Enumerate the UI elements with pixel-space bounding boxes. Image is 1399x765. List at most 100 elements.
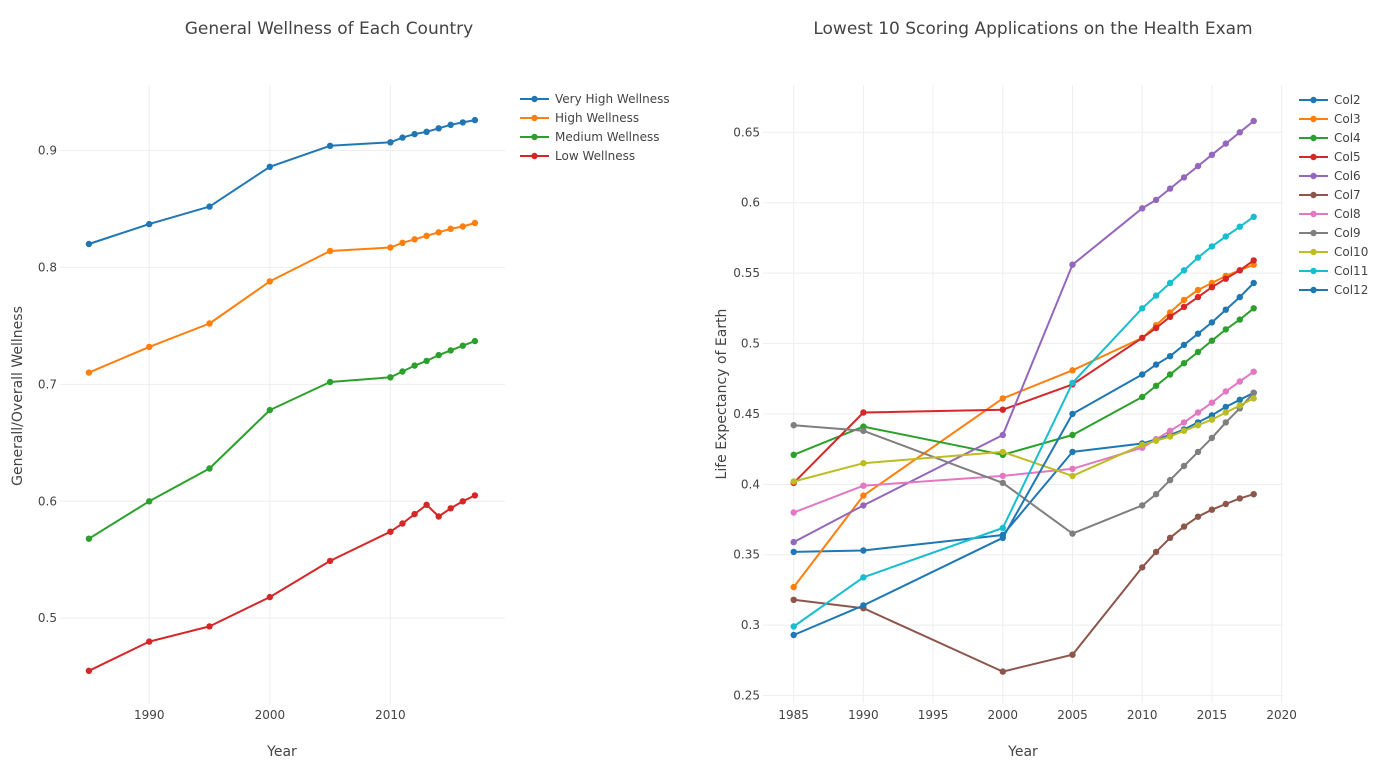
- data-point[interactable]: [1069, 465, 1076, 472]
- data-point[interactable]: [387, 528, 394, 535]
- data-point[interactable]: [790, 596, 797, 603]
- data-point[interactable]: [471, 337, 479, 345]
- data-point[interactable]: [1069, 367, 1076, 374]
- data-point[interactable]: [1250, 213, 1257, 220]
- data-point[interactable]: [447, 347, 454, 354]
- data-point[interactable]: [1194, 422, 1202, 429]
- data-point[interactable]: [999, 406, 1006, 413]
- data-point[interactable]: [1152, 382, 1160, 389]
- data-point[interactable]: [399, 239, 406, 246]
- data-point[interactable]: [999, 448, 1006, 456]
- data-point[interactable]: [1139, 393, 1146, 401]
- data-point[interactable]: [146, 220, 153, 228]
- data-point[interactable]: [1222, 326, 1230, 333]
- data-point[interactable]: [411, 510, 418, 518]
- data-point[interactable]: [1208, 319, 1216, 326]
- data-point[interactable]: [790, 509, 797, 516]
- data-point[interactable]: [1166, 313, 1174, 320]
- data-point[interactable]: [399, 520, 406, 527]
- legend-item[interactable]: Col9: [1299, 226, 1361, 240]
- data-point[interactable]: [1236, 129, 1244, 136]
- data-point[interactable]: [1194, 286, 1202, 294]
- data-point[interactable]: [459, 342, 466, 349]
- data-point[interactable]: [1208, 506, 1216, 513]
- data-point[interactable]: [1222, 275, 1230, 282]
- legend-item[interactable]: Col3: [1299, 112, 1361, 126]
- data-point[interactable]: [1139, 564, 1146, 571]
- data-point[interactable]: [85, 535, 93, 542]
- legend-item[interactable]: Col5: [1299, 150, 1361, 164]
- data-point[interactable]: [1236, 267, 1244, 274]
- data-point[interactable]: [423, 232, 430, 239]
- data-point[interactable]: [1180, 360, 1188, 367]
- data-point[interactable]: [447, 225, 454, 232]
- data-point[interactable]: [387, 139, 394, 146]
- legend-item[interactable]: Very High Wellness: [520, 92, 670, 106]
- data-point[interactable]: [790, 451, 797, 458]
- data-point[interactable]: [435, 229, 442, 236]
- data-point[interactable]: [860, 482, 867, 489]
- data-point[interactable]: [1222, 140, 1230, 147]
- data-point[interactable]: [1180, 523, 1188, 530]
- data-point[interactable]: [471, 219, 479, 227]
- data-point[interactable]: [1180, 419, 1188, 426]
- data-point[interactable]: [1222, 306, 1230, 313]
- data-point[interactable]: [1152, 548, 1160, 556]
- data-point[interactable]: [1222, 403, 1230, 411]
- data-point[interactable]: [1180, 303, 1188, 311]
- data-point[interactable]: [1069, 431, 1076, 439]
- data-point[interactable]: [1222, 388, 1230, 395]
- data-point[interactable]: [1069, 472, 1076, 480]
- legend-item[interactable]: Col4: [1299, 131, 1361, 145]
- data-point[interactable]: [1194, 409, 1202, 416]
- data-point[interactable]: [790, 422, 797, 429]
- data-point[interactable]: [1139, 502, 1146, 509]
- data-point[interactable]: [1222, 409, 1230, 416]
- data-point[interactable]: [423, 128, 430, 135]
- data-point[interactable]: [790, 548, 797, 556]
- legend-item[interactable]: Col11: [1299, 264, 1368, 278]
- data-point[interactable]: [146, 343, 153, 351]
- data-point[interactable]: [471, 116, 479, 124]
- data-point[interactable]: [326, 557, 334, 565]
- data-point[interactable]: [471, 492, 479, 499]
- data-point[interactable]: [1180, 267, 1188, 274]
- data-point[interactable]: [1069, 261, 1076, 268]
- data-point[interactable]: [206, 623, 213, 630]
- data-point[interactable]: [790, 478, 797, 485]
- data-point[interactable]: [1194, 448, 1202, 456]
- data-point[interactable]: [447, 505, 454, 512]
- data-point[interactable]: [999, 431, 1006, 439]
- data-point[interactable]: [999, 668, 1006, 675]
- data-point[interactable]: [1250, 257, 1257, 264]
- data-point[interactable]: [1250, 279, 1257, 287]
- data-point[interactable]: [1250, 389, 1257, 396]
- data-point[interactable]: [1222, 419, 1230, 426]
- data-point[interactable]: [1166, 427, 1174, 434]
- data-point[interactable]: [999, 472, 1006, 480]
- data-point[interactable]: [206, 203, 213, 210]
- data-point[interactable]: [326, 247, 334, 255]
- data-point[interactable]: [1194, 254, 1202, 261]
- data-point[interactable]: [860, 460, 867, 467]
- data-point[interactable]: [146, 498, 153, 505]
- data-point[interactable]: [1152, 196, 1160, 204]
- data-point[interactable]: [85, 667, 93, 674]
- data-point[interactable]: [1166, 353, 1174, 360]
- data-point[interactable]: [1139, 371, 1146, 378]
- data-point[interactable]: [1194, 162, 1202, 170]
- data-point[interactable]: [860, 409, 867, 416]
- data-point[interactable]: [790, 538, 797, 546]
- data-point[interactable]: [860, 574, 867, 581]
- data-point[interactable]: [399, 368, 406, 375]
- legend-item[interactable]: Col7: [1299, 188, 1361, 202]
- data-point[interactable]: [1180, 341, 1188, 349]
- data-point[interactable]: [1139, 334, 1146, 342]
- data-point[interactable]: [266, 278, 273, 285]
- data-point[interactable]: [1069, 410, 1076, 418]
- data-point[interactable]: [1236, 316, 1244, 323]
- data-point[interactable]: [1180, 296, 1188, 304]
- data-point[interactable]: [1208, 151, 1216, 158]
- data-point[interactable]: [999, 395, 1006, 402]
- data-point[interactable]: [423, 501, 430, 508]
